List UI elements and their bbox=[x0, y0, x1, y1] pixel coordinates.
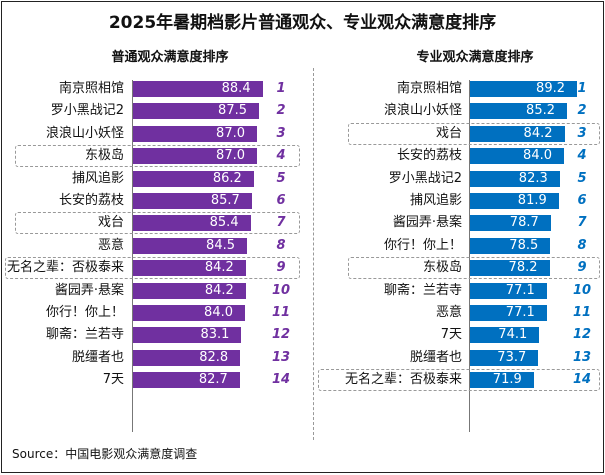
category-label: 浪浪山小妖怪 bbox=[45, 125, 124, 141]
category-label: 恶意 bbox=[435, 305, 462, 320]
rank-label: 3 bbox=[276, 125, 286, 141]
rank-label: 10 bbox=[271, 282, 291, 298]
bar: 85.2 bbox=[470, 103, 567, 120]
rank-label: 9 bbox=[276, 260, 286, 276]
category-label: 浪浪山小妖怪 bbox=[383, 103, 462, 119]
category-label: 南京照相馆 bbox=[396, 81, 462, 96]
bar: 82.7 bbox=[133, 372, 240, 389]
category-label: 脱缰者也 bbox=[409, 349, 462, 365]
rank-label: 11 bbox=[572, 305, 592, 320]
bar: 84.2 bbox=[470, 125, 565, 142]
bar: 89.2 bbox=[470, 81, 577, 97]
rank-label: 14 bbox=[271, 372, 291, 388]
rank-label: 2 bbox=[276, 103, 286, 119]
category-label: 戏台 bbox=[97, 215, 124, 231]
rank-label: 1 bbox=[276, 81, 286, 96]
bar: 86.2 bbox=[133, 170, 254, 187]
bar: 78.7 bbox=[470, 215, 551, 232]
rank-label: 6 bbox=[577, 193, 587, 208]
rank-label: 4 bbox=[276, 148, 286, 164]
right-chart-title: 专业观众满意度排序 bbox=[416, 50, 534, 65]
bar: 84.2 bbox=[133, 260, 246, 277]
bar: 82.3 bbox=[470, 170, 560, 187]
bar: 88.4 bbox=[133, 81, 263, 97]
highlight-box bbox=[15, 212, 300, 235]
rank-label: 12 bbox=[271, 327, 291, 343]
category-label: 你行！你上！ bbox=[45, 305, 124, 320]
bar: 77.1 bbox=[470, 282, 547, 299]
category-label: 罗小黑战记2 bbox=[50, 103, 124, 119]
bar: 81.9 bbox=[470, 193, 559, 209]
rank-label: 4 bbox=[577, 148, 587, 164]
rank-label: 1 bbox=[577, 81, 587, 96]
bar: 84.0 bbox=[133, 305, 245, 321]
category-label: 东极岛 bbox=[422, 260, 462, 276]
bar: 84.5 bbox=[133, 237, 247, 254]
bar: 78.5 bbox=[470, 237, 551, 254]
category-label: 无名之辈：否极泰来 bbox=[344, 372, 462, 388]
category-label: 东极岛 bbox=[84, 148, 124, 164]
bar: 84.2 bbox=[133, 282, 246, 299]
category-label: 捕风追影 bbox=[71, 170, 124, 186]
rank-label: 6 bbox=[276, 193, 286, 208]
category-label: 7天 bbox=[102, 372, 124, 388]
category-label: 戏台 bbox=[435, 125, 462, 141]
bar: 82.8 bbox=[133, 349, 241, 366]
category-label: 南京照相馆 bbox=[58, 81, 124, 96]
category-label: 捕风追影 bbox=[409, 193, 462, 208]
bar: 78.2 bbox=[470, 260, 550, 277]
rank-label: 3 bbox=[577, 125, 587, 141]
rank-label: 13 bbox=[572, 349, 592, 365]
category-label: 脱缰者也 bbox=[71, 349, 124, 365]
category-label: 罗小黑战记2 bbox=[388, 170, 462, 186]
bar: 85.7 bbox=[133, 193, 252, 209]
bar: 87.0 bbox=[133, 148, 257, 165]
highlight-box bbox=[15, 145, 300, 168]
rank-label: 9 bbox=[577, 260, 587, 276]
source-note: Source：中国电影观众满意度调查 bbox=[12, 447, 198, 461]
rank-label: 11 bbox=[271, 305, 291, 320]
category-label: 长安的荔枝 bbox=[396, 148, 462, 164]
rank-label: 7 bbox=[276, 215, 286, 231]
rank-label: 13 bbox=[271, 349, 291, 365]
category-label: 聊斋：兰若寺 bbox=[45, 327, 124, 343]
divider bbox=[313, 68, 314, 440]
rank-label: 10 bbox=[572, 282, 592, 298]
left-axis bbox=[132, 80, 133, 432]
chart-title: 2025年暑期档影片普通观众、专业观众满意度排序 bbox=[108, 13, 497, 33]
bar: 84.0 bbox=[470, 148, 564, 165]
highlight-box bbox=[348, 122, 600, 145]
highlight-box bbox=[348, 257, 600, 280]
bar: 77.1 bbox=[470, 305, 547, 321]
rank-label: 5 bbox=[577, 170, 587, 186]
bar: 74.1 bbox=[470, 327, 540, 344]
category-label: 无名之辈：否极泰来 bbox=[6, 260, 124, 276]
category-label: 酱园弄·悬案 bbox=[392, 215, 462, 231]
bar: 83.1 bbox=[133, 327, 242, 344]
bar: 73.7 bbox=[470, 349, 539, 366]
bar: 85.4 bbox=[133, 215, 251, 232]
rank-label: 8 bbox=[577, 237, 587, 253]
rank-label: 14 bbox=[572, 372, 592, 388]
category-label: 恶意 bbox=[97, 237, 124, 253]
left-chart-title: 普通观众满意度排序 bbox=[111, 50, 229, 65]
bar: 87.5 bbox=[133, 103, 259, 120]
category-label: 酱园弄·悬案 bbox=[54, 282, 124, 298]
highlight-box bbox=[318, 369, 600, 392]
category-label: 聊斋：兰若寺 bbox=[383, 282, 462, 298]
category-label: 7天 bbox=[440, 327, 462, 343]
category-label: 你行！你上！ bbox=[383, 237, 462, 253]
highlight-box bbox=[5, 257, 300, 280]
rank-label: 12 bbox=[572, 327, 592, 343]
right-axis bbox=[469, 80, 470, 432]
rank-label: 7 bbox=[577, 215, 587, 231]
rank-label: 5 bbox=[276, 170, 286, 186]
rank-label: 2 bbox=[577, 103, 587, 119]
category-label: 长安的荔枝 bbox=[58, 193, 124, 208]
rank-label: 8 bbox=[276, 237, 286, 253]
bar: 87.0 bbox=[133, 125, 257, 142]
bar: 71.9 bbox=[470, 372, 534, 389]
